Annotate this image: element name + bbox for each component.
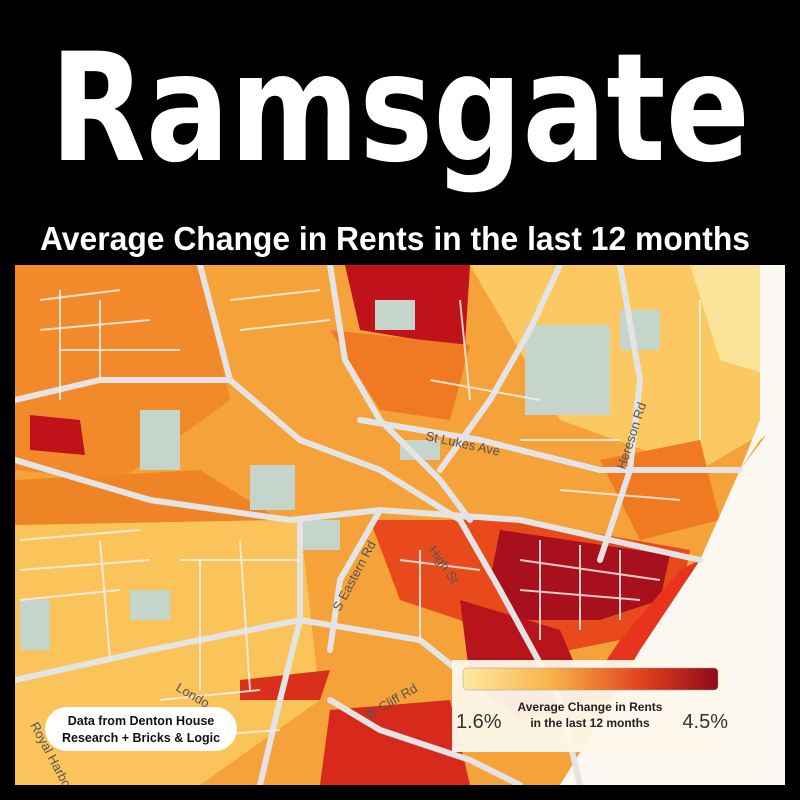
road: [327, 265, 473, 523]
legend-min: 1.6%: [456, 711, 502, 733]
road: [437, 265, 563, 473]
map: St Lukes Ave Hereson Rd S Eastern Rd Hig…: [15, 265, 785, 785]
road: [357, 417, 743, 473]
park: [400, 440, 440, 460]
road: [327, 697, 523, 785]
road: [15, 457, 703, 563]
credit-pill: [45, 707, 237, 751]
area-orange-2: [330, 330, 470, 420]
credit-line: Research + Bricks & Logic: [62, 731, 220, 745]
legend-title: Average Change in Rents: [518, 700, 663, 714]
park: [20, 600, 50, 650]
title: Ramsgate: [50, 22, 750, 196]
road: [327, 507, 383, 653]
main-roads: [15, 265, 743, 785]
area-red-small: [30, 415, 85, 455]
park: [250, 465, 295, 510]
legend-gradient: [462, 667, 719, 691]
road: [597, 265, 644, 563]
credit-line: Data from Denton House: [68, 714, 215, 728]
road: [15, 616, 473, 683]
park: [525, 325, 610, 415]
legend: Average Change in Rents in the last 12 m…: [452, 660, 732, 752]
parks: [20, 300, 660, 650]
credit: Data from Denton House Research + Bricks…: [45, 707, 237, 751]
park: [300, 520, 340, 550]
subtitle: Average Change in Rents in the last 12 m…: [40, 220, 750, 257]
park: [140, 410, 180, 470]
legend-max: 4.5%: [682, 711, 728, 733]
road: [257, 517, 303, 785]
park: [375, 300, 415, 330]
legend-title: in the last 12 months: [530, 716, 650, 730]
area-red-4: [320, 700, 470, 785]
sea-north: [740, 265, 785, 470]
park: [130, 590, 170, 620]
